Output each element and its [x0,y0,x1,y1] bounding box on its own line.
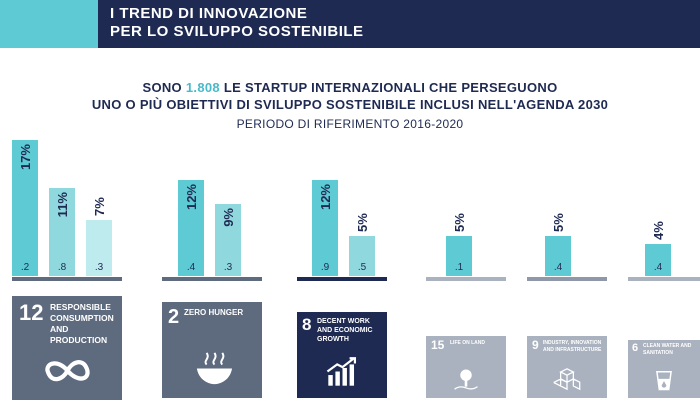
bar-goal-2-2 [215,204,241,276]
bar-base-label-goal-8-1: .9 [321,262,330,273]
growth-chart-icon [326,357,357,386]
sdg-tile-goal-15: 15 LIFE ON LAND [426,336,506,398]
sdg-goal-number: 8 [302,315,312,334]
sdg-tile-goal-8: 8 DECENT WORK AND ECONOMIC GROWTH [297,312,387,398]
bar-base-label-goal-12-1: .2 [21,262,30,273]
bar-goal-9-1 [545,236,571,276]
bar-goal-2-1 [178,180,204,276]
sdg-tile-goal-2: 2 ZERO HUNGER [162,302,262,398]
bar-base-label-goal-12-2: .8 [58,262,67,273]
sdg-goal-label: LIFE ON LAND [450,340,485,346]
sdg-goal-number: 6 [632,342,639,354]
bar-base-label-goal-9-1: .4 [554,262,563,273]
bar-goal-12-3 [86,220,112,276]
bar-goal-15-1 [446,236,472,276]
bar-value-label-goal-15-1: 5% [452,213,467,232]
bar-goal-12-2 [49,188,75,276]
header-title-line-2: PER LO SVILUPPO SOSTENIBILE [110,23,364,40]
chart-title-pre: SONO [142,80,186,95]
bar-goal-12-1 [12,140,38,276]
bar-goal-6-1 [645,244,671,276]
group-underline-goal-2 [162,277,262,281]
sdg-goal-label: RESPONSIBLE CONSUMPTION AND PRODUCTION [50,302,114,346]
sdg-goal-number: 2 [168,306,180,328]
group-underline-goal-15 [426,277,506,281]
sdg-tile-goal-9: 9 INDUSTRY, INNOVATION AND INFRASTRUCTURE [527,336,607,398]
chart-title-line-1: SONO 1.808 LE STARTUP INTERNAZIONALI CHE… [0,80,700,95]
bar-value-label-goal-8-2: 5% [355,213,370,232]
water-glass-icon [656,370,672,391]
cubes-icon [553,368,581,391]
sdg-tile-goal-12: 12 RESPONSIBLE CONSUMPTION AND PRODUCTION [12,296,122,400]
group-underline-goal-8 [297,277,387,281]
bar-base-label-goal-15-1: .1 [455,262,464,273]
bar-goal-8-2 [349,236,375,276]
bar-base-label-goal-2-1: .4 [187,262,196,273]
bar-value-label-goal-12-1: 17% [18,144,33,170]
sdg-goal-number: 12 [19,300,44,325]
infinity-icon [45,360,90,382]
bowl-icon [196,352,233,385]
bar-value-label-goal-2-2: 9% [221,208,236,227]
bar-goal-8-1 [312,180,338,276]
header-accent-block [0,0,98,48]
tree-icon [454,369,478,390]
sdg-goal-label: CLEAN WATER AND SANITATION [643,343,692,356]
sdg-tile-goal-6: 6 CLEAN WATER AND SANITATION [628,340,700,398]
sdg-goal-label: INDUSTRY, INNOVATION AND INFRASTRUCTURE [543,340,602,353]
group-underline-goal-12 [12,277,122,281]
bar-base-label-goal-8-2: .5 [358,262,367,273]
bar-value-label-goal-9-1: 5% [551,213,566,232]
bar-base-label-goal-12-3: .3 [95,262,104,273]
bar-base-label-goal-2-2: .3 [224,262,233,273]
sdg-goal-label: DECENT WORK AND ECONOMIC GROWTH [317,318,373,344]
reference-period: PERIODO DI RIFERIMENTO 2016-2020 [236,117,464,131]
bar-value-label-goal-2-1: 12% [184,184,199,210]
bar-value-label-goal-6-1: 4% [651,221,666,240]
group-underline-goal-6 [628,277,700,281]
sdg-goal-number: 9 [532,338,539,352]
header-title: I TREND DI INNOVAZIONE PER LO SVILUPPO S… [110,5,364,41]
bar-value-label-goal-8-1: 12% [318,184,333,210]
sdg-goal-number: 15 [431,338,445,352]
header-bar: I TREND DI INNOVAZIONE PER LO SVILUPPO S… [0,0,700,48]
chart-title-line-2: UNO O PIÙ OBIETTIVI DI SVILUPPO SOSTENIB… [91,97,609,112]
sdg-goal-label: ZERO HUNGER [184,308,244,317]
bar-value-label-goal-12-2: 11% [55,192,70,218]
chart-title-post: LE STARTUP INTERNAZIONALI CHE PERSEGUONO [219,80,558,95]
bar-value-label-goal-12-3: 7% [92,197,107,216]
header-title-line-1: I TREND DI INNOVAZIONE [110,5,308,22]
group-underline-goal-9 [527,277,607,281]
bar-base-label-goal-6-1: .4 [654,262,663,273]
startup-count: 1.808 [185,80,220,95]
